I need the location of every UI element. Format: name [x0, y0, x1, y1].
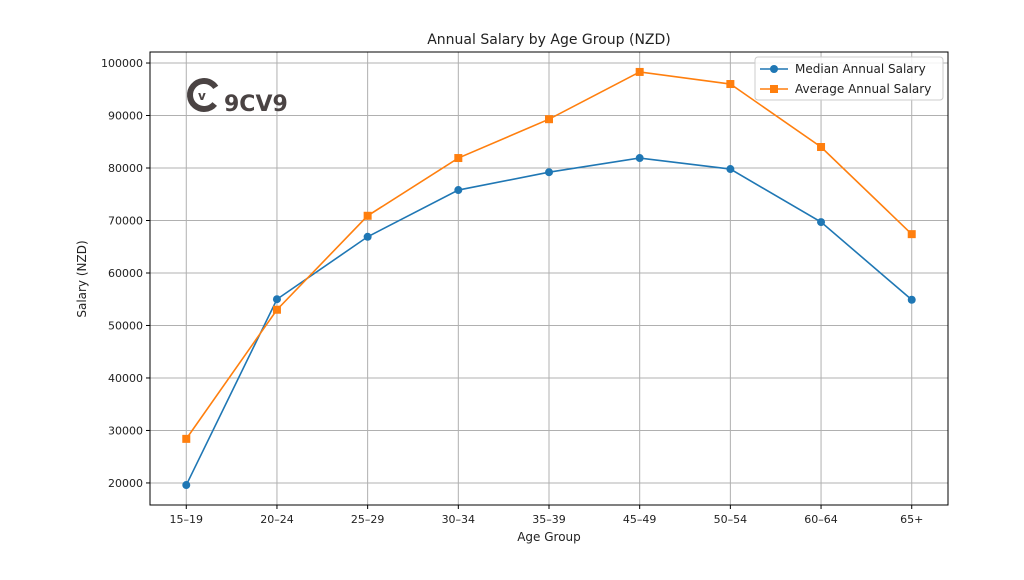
x-axis-label: Age Group [517, 530, 581, 544]
data-point [454, 154, 463, 163]
data-point [545, 168, 553, 177]
data-point [907, 230, 916, 239]
legend-marker [770, 65, 778, 73]
data-point [726, 165, 735, 174]
data-point [817, 143, 826, 152]
data-point [726, 80, 735, 89]
svg-text:9CV9: 9CV9 [224, 92, 288, 117]
data-point [545, 115, 553, 124]
data-point [817, 218, 826, 227]
data-point [272, 305, 281, 314]
data-point [907, 295, 916, 304]
y-tick-label: 40000 [108, 372, 143, 385]
x-tick-label: 25–29 [351, 513, 385, 526]
legend-marker [770, 85, 778, 93]
data-point [182, 481, 191, 490]
watermark-logo: v 9CV9 [187, 78, 288, 117]
data-point [454, 186, 463, 195]
x-tick-label: 45–49 [623, 513, 657, 526]
y-tick-label: 70000 [108, 214, 143, 227]
data-point [635, 154, 644, 163]
y-tick-label: 20000 [108, 477, 143, 490]
legend-label: Average Annual Salary [795, 82, 931, 96]
legend: Median Annual Salary Average Annual Salar… [754, 56, 944, 101]
y-tick-label: 30000 [108, 424, 143, 437]
data-point [182, 434, 191, 443]
svg-text:v: v [198, 89, 206, 103]
x-tick-label: 30–34 [442, 513, 476, 526]
y-axis-label: Salary (NZD) [75, 240, 89, 317]
y-tick-label: 100000 [101, 57, 143, 70]
x-tick-label: 35–39 [532, 513, 566, 526]
series-average [182, 67, 916, 443]
x-tick-label: 20–24 [260, 513, 294, 526]
x-tick-label: 60–64 [804, 513, 838, 526]
y-tick-label: 60000 [108, 267, 143, 280]
chart-title: Annual Salary by Age Group (NZD) [427, 32, 671, 48]
legend-label: Median Annual Salary [795, 62, 926, 76]
y-tick-label: 50000 [108, 319, 143, 332]
y-tick-label: 90000 [108, 110, 143, 123]
x-tick-label: 65+ [900, 513, 923, 526]
x-tick-label: 50–54 [714, 513, 748, 526]
data-point [635, 67, 644, 76]
y-tick-label: 80000 [108, 162, 143, 175]
x-tick-label: 15–19 [170, 513, 204, 526]
data-point [363, 211, 372, 220]
data-point [272, 295, 281, 304]
data-point [363, 232, 372, 241]
